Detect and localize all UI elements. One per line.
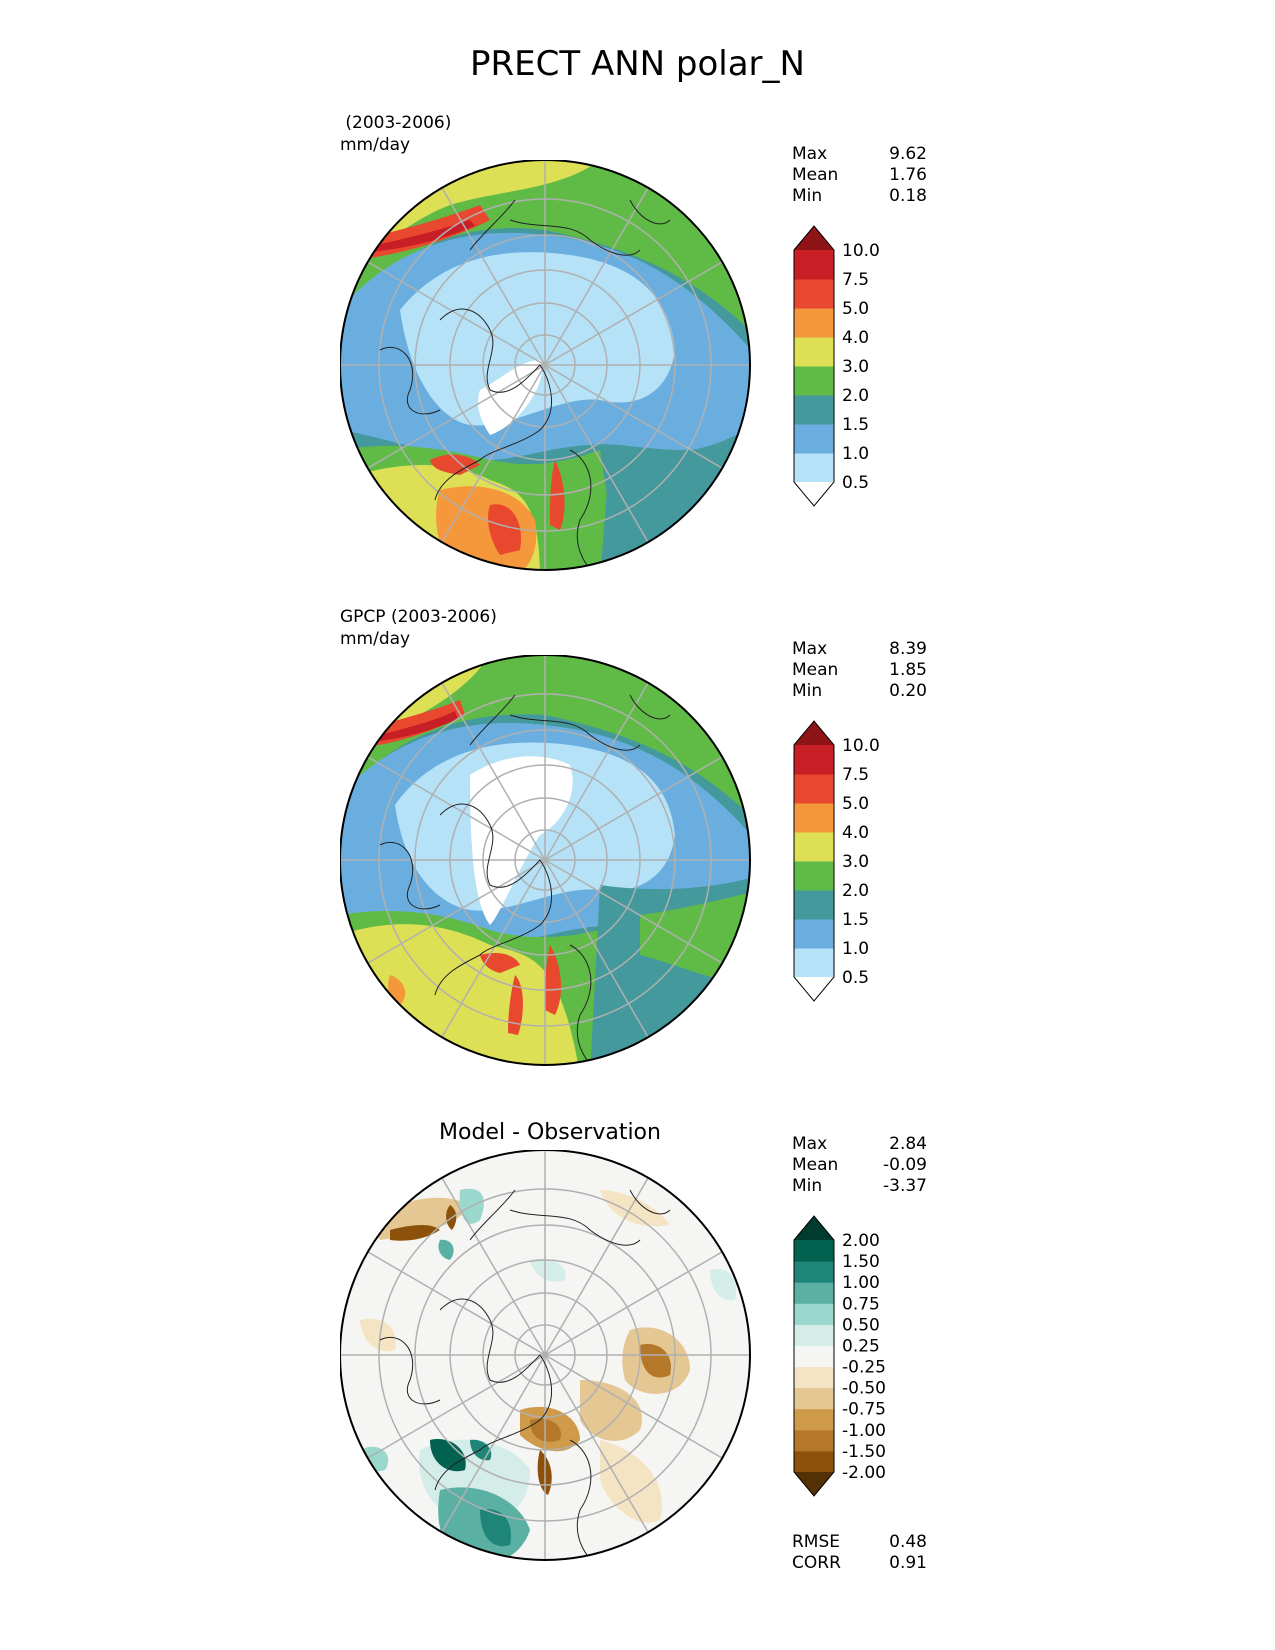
stat-min: Min -3.37 [792,1176,927,1196]
stat-max: Max 2.84 [792,1134,927,1154]
colorbar-segment [794,1261,834,1283]
colorbar-segment [794,279,834,309]
colorbar-segment [794,1303,834,1325]
colorbar-tick-label: -0.25 [842,1358,886,1378]
stat-max: Max 9.62 [792,144,927,164]
colorbar-tick-label: -2.00 [842,1463,886,1483]
colorbar-tick-label: 1.50 [842,1252,880,1272]
colorbar-tick-label: 3.0 [842,357,869,377]
panel-test-stats: Max 9.62 Mean 1.76 Min 0.18 [792,144,927,207]
colorbar-segment [794,803,834,833]
colorbar-segment [794,453,834,483]
colorbar-segment [794,1408,834,1431]
colorbar-segment [794,890,834,920]
stat-min: Min 0.18 [792,186,927,206]
panel-test-title: (2003-2006) mm/day [340,112,451,156]
colorbar-tick-label: 5.0 [842,794,869,814]
colorbar-tick-label: -1.50 [842,1442,886,1462]
colorbar-tick-label: 4.0 [842,823,869,843]
colorbar-extend-max [794,1216,834,1240]
panel-diff-map [340,1150,751,1561]
colorbar-tick-label: 2.0 [842,386,869,406]
panel-ref-stats: Max 8.39 Mean 1.85 Min 0.20 [792,639,927,702]
colorbar-extend-min [794,482,834,506]
colorbar-tick-label: 5.0 [842,299,869,319]
colorbar-extend-min [794,1472,834,1496]
colorbar-tick-label: 1.5 [842,415,869,435]
colorbar-segment [794,250,834,280]
colorbar-segment [794,424,834,454]
colorbar-outline [793,1215,835,1497]
panel-ref-units: mm/day [340,629,411,649]
colorbar-tick-label: -0.50 [842,1379,886,1399]
colorbar-tick-label: 3.0 [842,852,869,872]
colorbar-segment [794,1387,834,1410]
colorbar-segment [794,1282,834,1304]
panel-test-map [340,160,751,571]
colorbar-segment [794,745,834,775]
colorbar-tick-label: 2.00 [842,1231,880,1251]
colorbar-tick-label: 7.5 [842,270,869,290]
colorbar-tick-label: 4.0 [842,328,869,348]
colorbar-segment [794,1345,834,1368]
panel-test-units: mm/day [340,135,411,155]
panel-diff-stats: Max 2.84 Mean -0.09 Min -3.37 [792,1134,927,1197]
panel-test-title-line1: (2003-2006) [340,113,452,133]
colorbar-tick-label: 2.0 [842,881,869,901]
panel-ref-map [340,655,751,1066]
colorbar-tick-label: 0.25 [842,1336,880,1356]
panel-test-colorbar: 10.0 7.5 5.0 4.0 3.0 2.0 1.5 1.0 0.5 [793,225,880,507]
colorbar-segment [794,832,834,862]
colorbar-segment [794,337,834,367]
stat-mean: Mean -0.09 [792,1155,927,1175]
colorbar-segment [794,1240,834,1262]
colorbar-segment [794,366,834,396]
colorbar-tick-label: 0.75 [842,1294,880,1314]
panel-diff-metrics: RMSE 0.48 CORR 0.91 [792,1532,927,1574]
colorbar-tick-label: 0.5 [842,968,869,988]
colorbar-tick-label: 1.00 [842,1273,880,1293]
panel-ref-title-line1: GPCP (2003-2006) [340,607,497,627]
colorbar-segment [794,1429,834,1452]
stat-max: Max 8.39 [792,639,927,659]
colorbar-segment [794,1324,834,1346]
colorbar-tick-label: 7.5 [842,765,869,785]
colorbar-extend-max [794,226,834,250]
colorbar-outline [793,720,835,1002]
figure-title: PRECT ANN polar_N [470,44,805,84]
colorbar-outline [793,225,835,507]
metric-corr: CORR 0.91 [792,1553,927,1573]
colorbar-tick-label: 10.0 [842,241,880,261]
panel-diff-title: Model - Observation [439,1120,661,1145]
colorbar-tick-label: 1.0 [842,939,869,959]
panel-ref-title: GPCP (2003-2006) mm/day [340,606,497,650]
colorbar-tick-label: 1.5 [842,910,869,930]
colorbar-tick-label: 0.50 [842,1315,880,1335]
stat-mean: Mean 1.76 [792,165,927,185]
colorbar-segment [794,919,834,949]
colorbar-segment [794,861,834,891]
colorbar-segment [794,774,834,804]
colorbar-segment [794,395,834,425]
colorbar-tick-label: -1.00 [842,1421,886,1441]
panel-diff-colorbar: 2.001.501.000.750.500.25-0.25-0.50-0.75-… [793,1215,886,1497]
colorbar-tick-label: 0.5 [842,473,869,493]
colorbar-tick-label: 10.0 [842,736,880,756]
colorbar-segment [794,948,834,978]
colorbar-extend-max [794,721,834,745]
stat-mean: Mean 1.85 [792,660,927,680]
colorbar-segment [794,1366,834,1389]
colorbar-segment [794,308,834,338]
colorbar-tick-label: 1.0 [842,444,869,464]
colorbar-segment [794,1450,834,1473]
stat-min: Min 0.20 [792,681,927,701]
colorbar-extend-min [794,977,834,1001]
panel-ref-colorbar: 10.0 7.5 5.0 4.0 3.0 2.0 1.5 1.0 0.5 [793,720,880,1002]
colorbar-tick-label: -0.75 [842,1400,886,1420]
metric-rmse: RMSE 0.48 [792,1532,927,1552]
